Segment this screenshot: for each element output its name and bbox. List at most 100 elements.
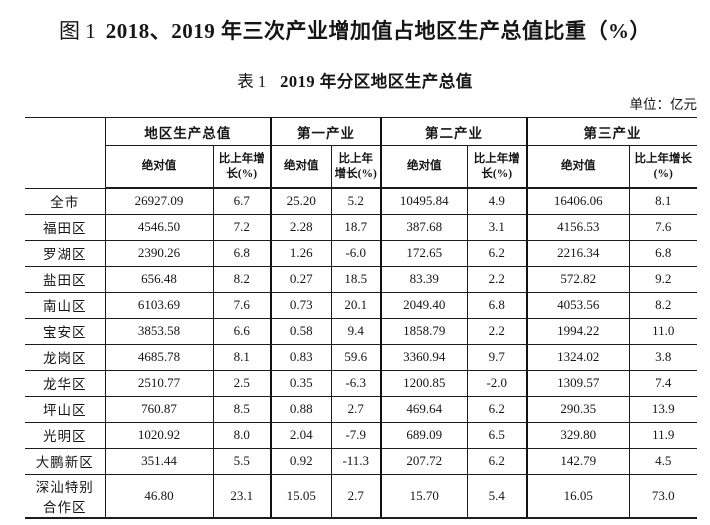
value-cell: 351.44 [104, 447, 214, 475]
value-cell: 1309.57 [526, 369, 630, 397]
table-row: 福田区 4546.50 7.2 2.28 18.7 387.68 3.1 4156.53 7.6 [25, 213, 697, 241]
value-cell: 572.82 [526, 265, 630, 293]
subheader-p1-absolute: 绝对值 [270, 145, 332, 189]
value-cell: 9.2 [628, 265, 697, 293]
region-name: 光明区 [25, 421, 106, 449]
table-row: 全市 26927.09 6.7 25.20 5.2 10495.84 4.9 16406.06… [25, 187, 697, 215]
value-cell: 6.7 [212, 187, 272, 215]
value-cell: 6.8 [466, 291, 528, 319]
value-cell: 4.5 [628, 447, 697, 475]
subheader-p1-growth: 比上年增长(%) [330, 145, 382, 189]
value-cell: 0.83 [270, 343, 332, 371]
value-cell: 2.2 [466, 317, 528, 345]
value-cell: 18.7 [330, 213, 382, 241]
value-cell: 8.2 [212, 265, 272, 293]
table-row: 罗湖区 2390.26 6.8 1.26 -6.0 172.65 6.2 2216.34 6.8 [25, 239, 697, 267]
value-cell: 16.05 [526, 473, 630, 519]
group-header-primary-industry: 第一产业 [270, 117, 382, 146]
value-cell: 7.2 [212, 213, 272, 241]
table-row: 南山区 6103.69 7.6 0.73 20.1 2049.40 6.8 4053.56 8.… [25, 291, 697, 319]
value-cell: 15.70 [380, 473, 468, 519]
subheader-p3-absolute: 绝对值 [526, 145, 630, 189]
table-row: 宝安区 3853.58 6.6 0.58 9.4 1858.79 2.2 1994.22 11.… [25, 317, 697, 345]
value-cell: 329.80 [526, 421, 630, 449]
value-cell: 18.5 [330, 265, 382, 293]
subheader-gdp-absolute: 绝对值 [104, 145, 214, 189]
subheader-gdp-growth: 比上年增长(%) [212, 145, 272, 189]
value-cell: 4685.78 [104, 343, 214, 371]
value-cell: 689.09 [380, 421, 468, 449]
group-header-gdp: 地区生产总值 [104, 117, 272, 146]
corner-cell [25, 117, 106, 189]
value-cell: 6103.69 [104, 291, 214, 319]
value-cell: 46.80 [104, 473, 214, 519]
value-cell: 1020.92 [104, 421, 214, 449]
table-caption: 表 1 2019 年分区地区生产总值 [0, 68, 710, 96]
value-cell: 8.0 [212, 421, 272, 449]
region-name: 罗湖区 [25, 239, 106, 267]
value-cell: 2.5 [212, 369, 272, 397]
value-cell: 0.92 [270, 447, 332, 475]
value-cell: 6.6 [212, 317, 272, 345]
value-cell: 0.88 [270, 395, 332, 423]
group-header-tertiary-industry: 第三产业 [526, 117, 697, 146]
value-cell: 7.6 [212, 291, 272, 319]
value-cell: 9.7 [466, 343, 528, 371]
value-cell: 8.2 [628, 291, 697, 319]
table-row: 深汕特别合作区 46.80 23.1 15.05 2.7 15.70 5.4 16.05 73.… [25, 473, 697, 519]
value-cell: -6.3 [330, 369, 382, 397]
value-cell: 2216.34 [526, 239, 630, 267]
region-name: 盐田区 [25, 265, 106, 293]
region-name: 深汕特别合作区 [25, 473, 106, 519]
value-cell: 6.8 [212, 239, 272, 267]
value-cell: 0.27 [270, 265, 332, 293]
value-cell: 11.0 [628, 317, 697, 345]
value-cell: 25.20 [270, 187, 332, 215]
value-cell: 2.04 [270, 421, 332, 449]
value-cell: 20.1 [330, 291, 382, 319]
figure-label: 图 1 [59, 19, 96, 43]
group-header-row: 地区生产总值 第一产业 第二产业 第三产业 [25, 117, 697, 189]
value-cell: 6.5 [466, 421, 528, 449]
value-cell: 0.58 [270, 317, 332, 345]
value-cell: 6.2 [466, 395, 528, 423]
value-cell: 2.7 [330, 473, 382, 519]
value-cell: 1200.85 [380, 369, 468, 397]
value-cell: 207.72 [380, 447, 468, 475]
value-cell: 9.4 [330, 317, 382, 345]
value-cell: 3.8 [628, 343, 697, 371]
value-cell: 142.79 [526, 447, 630, 475]
value-cell: 3853.58 [104, 317, 214, 345]
figure-caption: 图 1 2018、2019 年三次产业增加值占地区生产总值比重（%） [0, 14, 710, 48]
region-name: 南山区 [25, 291, 106, 319]
value-cell: 4156.53 [526, 213, 630, 241]
value-cell: 656.48 [104, 265, 214, 293]
value-cell: 2.2 [466, 265, 528, 293]
table-row: 盐田区 656.48 8.2 0.27 18.5 83.39 2.2 572.82 9.2 [25, 265, 697, 293]
table-title: 2019 年分区地区生产总值 [280, 72, 473, 91]
region-name: 福田区 [25, 213, 106, 241]
group-header-secondary-industry: 第二产业 [380, 117, 528, 146]
value-cell: 11.9 [628, 421, 697, 449]
value-cell: 2510.77 [104, 369, 214, 397]
value-cell: 8.1 [628, 187, 697, 215]
value-cell: 15.05 [270, 473, 332, 519]
region-name: 龙华区 [25, 369, 106, 397]
value-cell: 23.1 [212, 473, 272, 519]
value-cell: -11.3 [330, 447, 382, 475]
value-cell: 0.73 [270, 291, 332, 319]
value-cell: -2.0 [466, 369, 528, 397]
gdp-table: 地区生产总值 第一产业 第二产业 第三产业 绝对值 比上年增长(%) 绝对值 比… [25, 117, 697, 519]
value-cell: 2390.26 [104, 239, 214, 267]
table-row: 大鹏新区 351.44 5.5 0.92 -11.3 207.72 6.2 142.79 4.5 [25, 447, 697, 475]
value-cell: 760.87 [104, 395, 214, 423]
value-cell: 1.26 [270, 239, 332, 267]
subheader-p3-growth: 比上年增长(%) [628, 145, 697, 189]
value-cell: 6.2 [466, 447, 528, 475]
value-cell: -6.0 [330, 239, 382, 267]
value-cell: 469.64 [380, 395, 468, 423]
value-cell: 4546.50 [104, 213, 214, 241]
value-cell: 83.39 [380, 265, 468, 293]
value-cell: 5.4 [466, 473, 528, 519]
